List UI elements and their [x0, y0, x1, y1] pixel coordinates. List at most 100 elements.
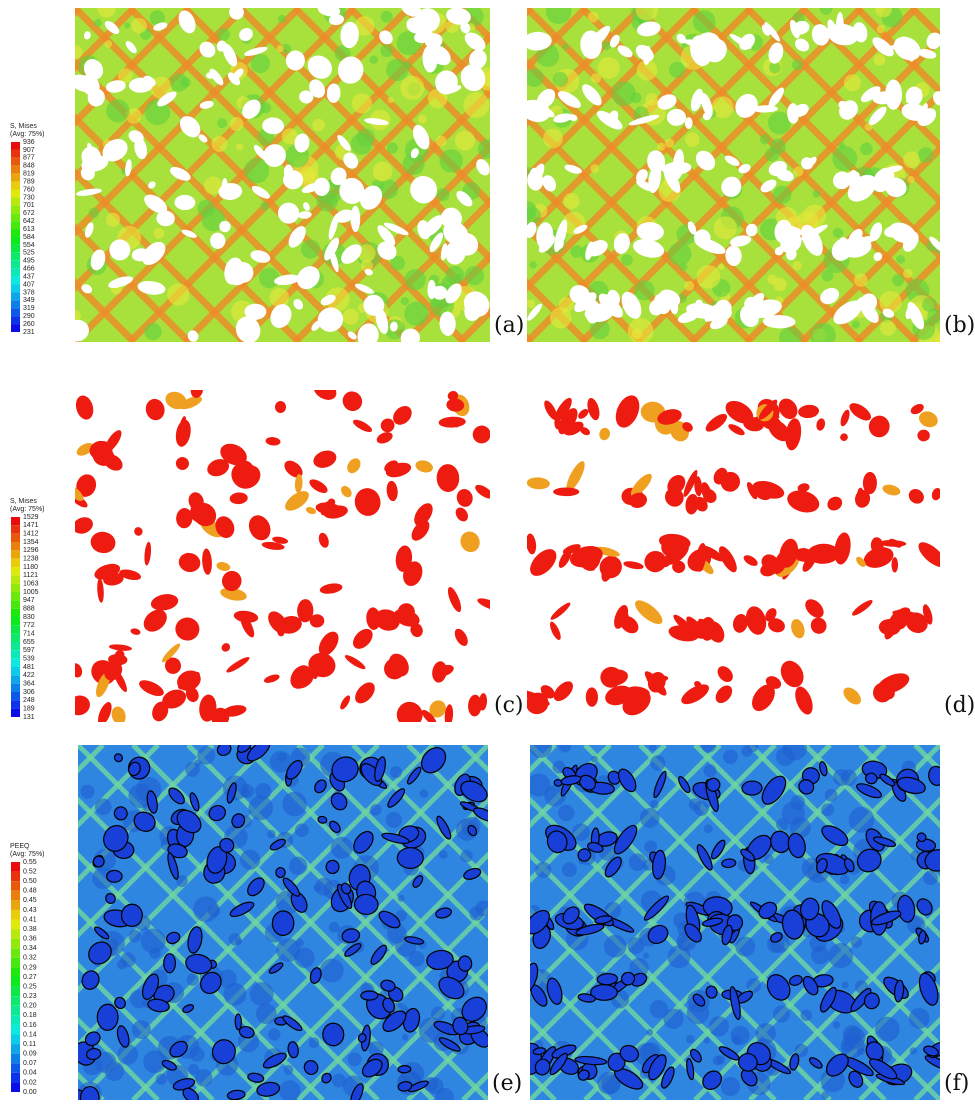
- legend-swatch: [11, 881, 20, 891]
- speckle: [708, 1016, 729, 1037]
- speckle: [663, 1008, 684, 1029]
- speckle: [828, 943, 854, 969]
- speckle: [684, 132, 700, 148]
- speckle: [864, 123, 873, 131]
- inclusion: [918, 972, 939, 1006]
- inclusion: [845, 239, 865, 255]
- inclusion: [628, 114, 660, 126]
- inclusion: [361, 1058, 383, 1078]
- legend-swatch: [11, 189, 20, 198]
- legend-swatch: [11, 957, 20, 968]
- inclusion: [331, 756, 359, 783]
- speckle: [94, 798, 112, 816]
- inclusion: [661, 1066, 675, 1089]
- speckle: [441, 276, 455, 289]
- inclusion: [728, 424, 745, 436]
- legend-swatch: [11, 986, 20, 997]
- inclusion: [825, 1053, 849, 1077]
- inclusion: [678, 776, 691, 794]
- inclusion: [758, 901, 778, 920]
- inclusion: [536, 88, 556, 109]
- inclusion: [285, 50, 305, 71]
- inclusion: [309, 967, 322, 984]
- inclusion: [263, 144, 286, 167]
- inclusion: [705, 985, 718, 999]
- legend-value: 888: [23, 606, 35, 613]
- inclusion: [97, 578, 104, 603]
- inclusion: [439, 311, 456, 336]
- inclusion: [96, 1003, 119, 1031]
- inclusion: [574, 292, 597, 313]
- inclusion: [530, 962, 539, 993]
- ridge: [237, 87, 490, 342]
- speckle: [723, 749, 738, 765]
- inclusion: [378, 910, 401, 929]
- legend-swatch: [11, 237, 20, 245]
- inclusion: [403, 561, 423, 587]
- legend-swatch: [11, 909, 20, 920]
- inclusion: [702, 1070, 722, 1091]
- speckle: [746, 978, 762, 993]
- speckle: [380, 10, 393, 23]
- inclusion: [187, 926, 203, 954]
- inclusion: [827, 496, 843, 511]
- inclusion: [347, 331, 357, 340]
- inclusion: [220, 587, 247, 601]
- inclusion: [141, 973, 160, 1000]
- legend-value: 231: [23, 329, 35, 336]
- speckle: [469, 906, 484, 921]
- legend-swatch: [11, 542, 20, 551]
- legend-swatch: [11, 173, 20, 182]
- inclusion: [344, 943, 362, 957]
- speckle: [649, 745, 657, 751]
- speckle: [217, 28, 230, 41]
- ridge: [530, 745, 832, 1049]
- inclusion: [120, 903, 143, 927]
- inclusion: [745, 223, 758, 237]
- inclusion: [432, 661, 447, 683]
- inclusion: [161, 643, 181, 663]
- inclusion: [478, 693, 488, 711]
- inclusion: [237, 745, 252, 753]
- inclusion: [557, 91, 581, 108]
- speckle: [747, 745, 759, 753]
- inclusion: [157, 91, 177, 107]
- speckle: [603, 934, 627, 958]
- speckle: [431, 1006, 446, 1021]
- inclusion: [190, 390, 204, 398]
- inclusion: [341, 928, 361, 944]
- inclusion: [534, 1058, 551, 1076]
- inclusion: [819, 761, 828, 777]
- inclusion: [233, 460, 254, 482]
- speckle: [558, 745, 572, 753]
- inclusion: [84, 222, 94, 238]
- legend-value: 0.55: [23, 859, 37, 866]
- speckle: [685, 1034, 695, 1044]
- legend-swatch: [11, 608, 20, 617]
- legend-swatch: [11, 617, 20, 626]
- speckle: [703, 764, 717, 778]
- speckle: [277, 752, 287, 763]
- speckle: [628, 853, 647, 872]
- inclusion: [460, 531, 480, 553]
- speckle: [281, 128, 298, 145]
- inclusion: [83, 31, 91, 40]
- legend-value: 0.20: [23, 1003, 37, 1010]
- legend-swatch: [11, 157, 20, 166]
- speckle: [589, 319, 610, 340]
- ridge: [78, 745, 270, 939]
- inclusion: [889, 538, 902, 548]
- inclusion: [868, 106, 887, 126]
- inclusion: [119, 569, 142, 581]
- inclusion: [282, 1015, 303, 1032]
- inclusion: [587, 239, 608, 257]
- inclusion: [340, 882, 352, 895]
- inclusion: [187, 330, 199, 342]
- inclusion: [410, 623, 423, 638]
- legend-swatch: [11, 165, 20, 174]
- speckle: [116, 959, 127, 970]
- speckle: [308, 1037, 320, 1049]
- speckle: [372, 161, 393, 182]
- speckle: [244, 158, 270, 184]
- inclusion: [732, 613, 748, 633]
